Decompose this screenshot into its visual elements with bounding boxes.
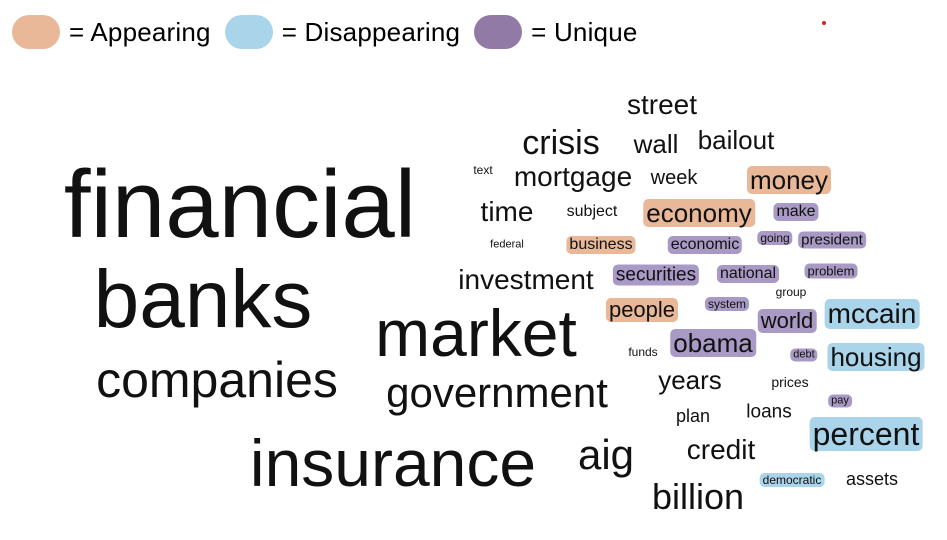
word-years: years [658,365,722,395]
word-week: week [650,167,698,189]
word-street: street [626,89,698,120]
word-plan: plan [675,406,711,426]
word-text: text [473,163,493,177]
legend-item-unique: = Unique [474,15,637,49]
word-loans: loans [746,401,792,423]
word-system: system [704,297,750,311]
word-debt: debt [790,348,818,362]
word-billion: billion [651,476,745,517]
word-government: government [386,369,608,416]
word-aig: aig [577,431,635,478]
word-president: president [798,231,866,249]
word-bailout: bailout [697,125,775,155]
word-banks: banks [93,254,313,345]
word-national: national [716,265,780,283]
word-world: world [757,309,817,333]
word-wall: wall [633,129,679,159]
word-pay: pay [828,394,852,408]
word-credit: credit [686,434,756,465]
word-obama: obama [670,329,756,357]
legend-item-disappearing: = Disappearing [224,15,461,49]
word-people: people [605,298,679,322]
word-time: time [480,196,534,227]
word-money: money [746,166,832,194]
word-problem: problem [804,263,858,279]
word-market: market [375,296,577,370]
word-prices: prices [771,374,809,390]
word-subject: subject [566,203,618,220]
word-financial: financial [63,151,417,258]
word-companies: companies [96,352,338,408]
word-federal: federal [490,238,524,251]
word-group: group [775,285,807,299]
word-securities: securities [612,264,700,286]
word-economic: economic [667,236,743,254]
unique-swatch-icon [474,15,523,49]
legend-label-appearing: = Appearing [69,16,211,47]
word-housing: housing [827,343,925,371]
word-make: make [773,203,819,221]
disappearing-swatch-icon [224,15,273,49]
word-mortgage: mortgage [513,161,633,192]
word-crisis: crisis [522,124,600,162]
legend-item-appearing: = Appearing [12,15,211,49]
word-business: business [566,236,636,254]
red-dot-icon [822,21,826,25]
legend-label-disappearing: = Disappearing [281,16,461,47]
legend: = Appearing = Disappearing = Unique [12,14,652,50]
word-democratic: democratic [759,473,825,487]
word-percent: percent [809,417,923,451]
word-mccain: mccain [824,299,920,329]
word-insurance: insurance [249,426,537,500]
word-economy: economy [643,199,755,227]
word-investment: investment [458,264,594,295]
word-going: going [757,231,793,245]
appearing-swatch-icon [12,15,60,49]
legend-label-unique: = Unique [531,16,638,47]
word-assets: assets [845,469,899,489]
word-funds: funds [628,345,658,359]
